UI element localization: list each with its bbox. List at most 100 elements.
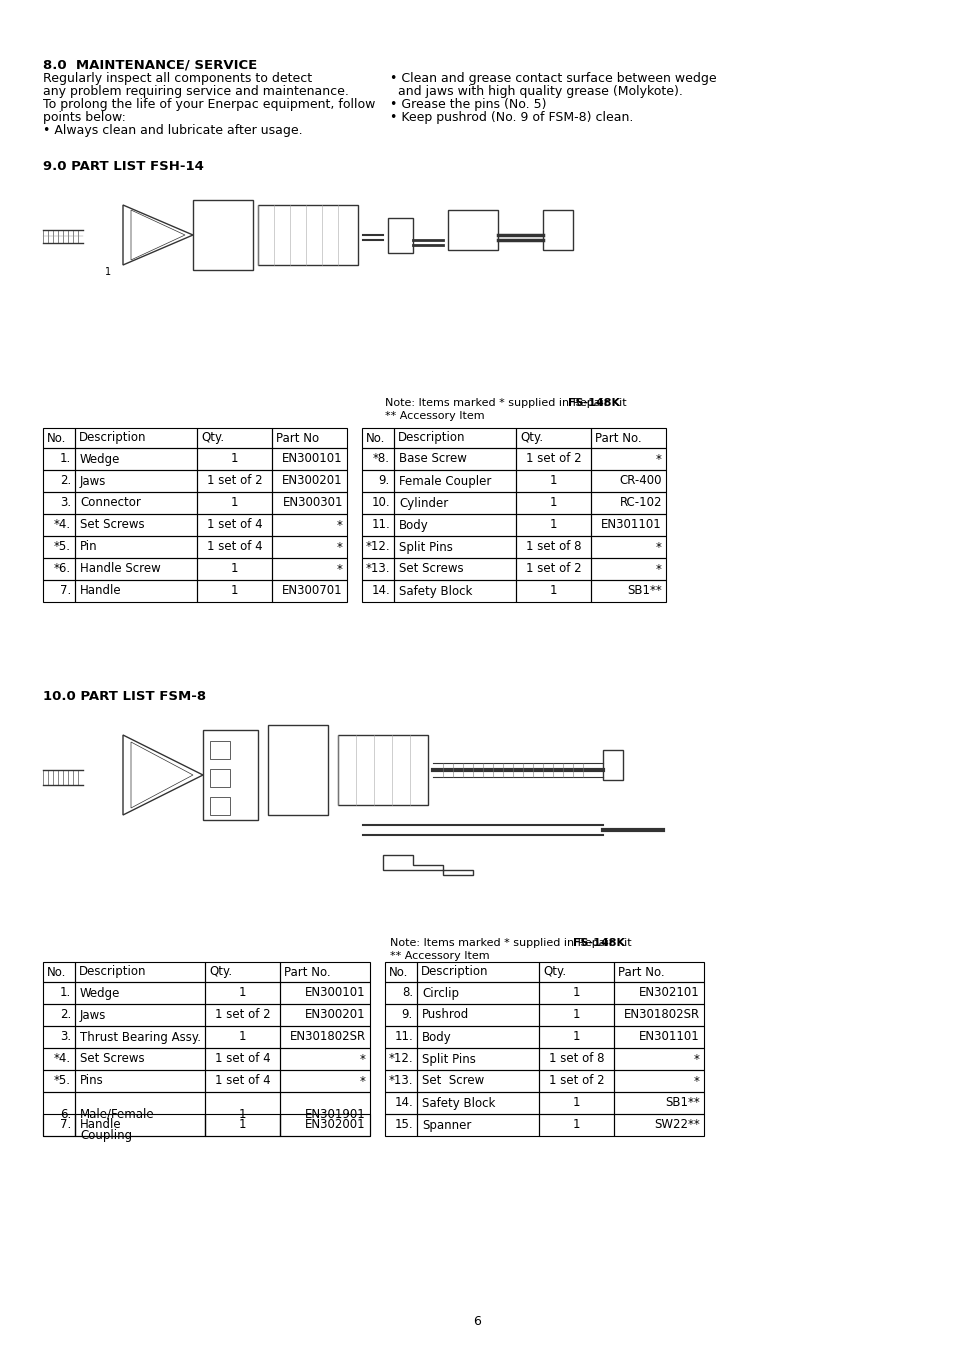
Text: 14.: 14.: [371, 585, 390, 598]
Bar: [75, 491, 196, 514]
Bar: [538, 1092, 614, 1114]
Text: 7.: 7.: [60, 585, 71, 598]
Text: Cylinder: Cylinder: [398, 497, 448, 509]
Bar: [388, 217, 413, 252]
Bar: [361, 514, 394, 536]
Text: Body: Body: [421, 1030, 452, 1044]
Bar: [516, 580, 590, 602]
Bar: [210, 769, 230, 787]
Bar: [75, 1048, 205, 1071]
Text: 1: 1: [231, 563, 238, 575]
Text: RC-102: RC-102: [618, 497, 661, 509]
Text: EN301101: EN301101: [600, 518, 661, 532]
Text: 9.0 PART LIST FSH-14: 9.0 PART LIST FSH-14: [43, 161, 204, 173]
Text: 1 set of 8: 1 set of 8: [548, 1053, 603, 1065]
Bar: [590, 428, 665, 448]
Text: 2.: 2.: [60, 1008, 71, 1022]
Bar: [516, 558, 590, 580]
Text: EN301802SR: EN301802SR: [290, 1030, 366, 1044]
Bar: [43, 580, 75, 602]
Text: *4.: *4.: [53, 518, 71, 532]
Text: Part No: Part No: [275, 432, 319, 444]
Text: Set  Screw: Set Screw: [421, 1075, 484, 1088]
Bar: [361, 470, 394, 491]
Text: *: *: [336, 540, 343, 553]
Bar: [272, 470, 347, 491]
Text: 6.: 6.: [60, 1107, 71, 1120]
Text: *4.: *4.: [53, 1053, 71, 1065]
Text: ** Accessory Item: ** Accessory Item: [390, 950, 489, 961]
Text: Description: Description: [79, 432, 147, 444]
Bar: [43, 514, 75, 536]
Text: EN301901: EN301901: [305, 1107, 366, 1120]
Bar: [280, 963, 370, 981]
Bar: [272, 428, 347, 448]
Text: EN300201: EN300201: [282, 474, 343, 487]
Bar: [196, 558, 272, 580]
Text: *5.: *5.: [54, 540, 71, 553]
Bar: [43, 1071, 75, 1092]
Bar: [75, 536, 196, 558]
Bar: [394, 428, 516, 448]
Bar: [272, 491, 347, 514]
Text: 2.: 2.: [60, 474, 71, 487]
Bar: [75, 981, 205, 1004]
Text: EN302001: EN302001: [305, 1119, 366, 1131]
Text: 10.0 PART LIST FSM-8: 10.0 PART LIST FSM-8: [43, 690, 206, 703]
Bar: [75, 1026, 205, 1048]
Text: *: *: [694, 1075, 700, 1088]
Bar: [196, 536, 272, 558]
Bar: [43, 470, 75, 491]
Text: *12.: *12.: [365, 540, 390, 553]
Bar: [280, 981, 370, 1004]
Text: 1 set of 4: 1 set of 4: [207, 540, 262, 553]
Text: any problem requiring service and maintenance.: any problem requiring service and mainte…: [43, 85, 349, 99]
Text: 1: 1: [549, 474, 557, 487]
Bar: [205, 963, 280, 981]
Bar: [538, 963, 614, 981]
Text: Pushrod: Pushrod: [421, 1008, 469, 1022]
Text: 1: 1: [572, 1119, 579, 1131]
Text: Handle: Handle: [80, 585, 121, 598]
Text: 1: 1: [238, 1119, 246, 1131]
Text: 1 set of 2: 1 set of 2: [548, 1075, 603, 1088]
Text: 1 set of 2: 1 set of 2: [214, 1008, 270, 1022]
Text: *: *: [656, 563, 661, 575]
Bar: [590, 580, 665, 602]
Text: Part No.: Part No.: [595, 432, 641, 444]
Bar: [43, 963, 75, 981]
Text: *13.: *13.: [365, 563, 390, 575]
Bar: [385, 1114, 416, 1135]
Bar: [196, 514, 272, 536]
Text: Male/Female: Male/Female: [80, 1107, 154, 1120]
Text: 1 set of 4: 1 set of 4: [214, 1053, 270, 1065]
Text: 1: 1: [549, 585, 557, 598]
Text: *13.: *13.: [388, 1075, 413, 1088]
Bar: [205, 1048, 280, 1071]
Text: EN301101: EN301101: [639, 1030, 700, 1044]
Bar: [43, 558, 75, 580]
Text: • Keep pushrod (No. 9 of FSM-8) clean.: • Keep pushrod (No. 9 of FSM-8) clean.: [390, 111, 633, 124]
Text: EN300101: EN300101: [282, 452, 343, 466]
Text: 1: 1: [231, 452, 238, 466]
Bar: [416, 1048, 538, 1071]
Text: Qty.: Qty.: [201, 432, 224, 444]
Text: 3.: 3.: [60, 1030, 71, 1044]
Bar: [394, 470, 516, 491]
Text: 1: 1: [572, 987, 579, 999]
Text: Description: Description: [420, 965, 488, 979]
Text: FS-148K: FS-148K: [567, 398, 618, 408]
Bar: [538, 1004, 614, 1026]
Bar: [280, 1071, 370, 1092]
Bar: [196, 448, 272, 470]
Text: SB1**: SB1**: [664, 1096, 700, 1110]
Text: 1: 1: [238, 1107, 246, 1120]
Text: Safety Block: Safety Block: [398, 585, 472, 598]
Bar: [614, 1092, 703, 1114]
Text: Jaws: Jaws: [80, 474, 107, 487]
Bar: [602, 751, 622, 780]
Bar: [361, 448, 394, 470]
Text: 1.: 1.: [60, 452, 71, 466]
Bar: [516, 536, 590, 558]
Text: 1: 1: [231, 497, 238, 509]
